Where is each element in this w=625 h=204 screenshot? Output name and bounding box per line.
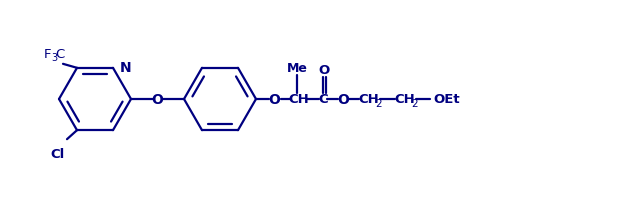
Text: 2: 2 [412,99,418,109]
Text: Cl: Cl [50,147,64,160]
Text: CH: CH [359,93,379,106]
Text: OEt: OEt [434,93,460,106]
Text: O: O [152,93,164,106]
Text: O: O [268,93,280,106]
Text: 2: 2 [376,99,382,109]
Text: O: O [337,93,349,106]
Text: N: N [120,61,132,74]
Text: F: F [43,48,51,61]
Text: CH: CH [289,93,309,106]
Text: CH: CH [394,93,416,106]
Text: Me: Me [286,61,308,74]
Text: C: C [56,48,64,61]
Text: C: C [318,93,328,106]
Text: 3: 3 [51,53,57,62]
Text: O: O [319,63,330,76]
